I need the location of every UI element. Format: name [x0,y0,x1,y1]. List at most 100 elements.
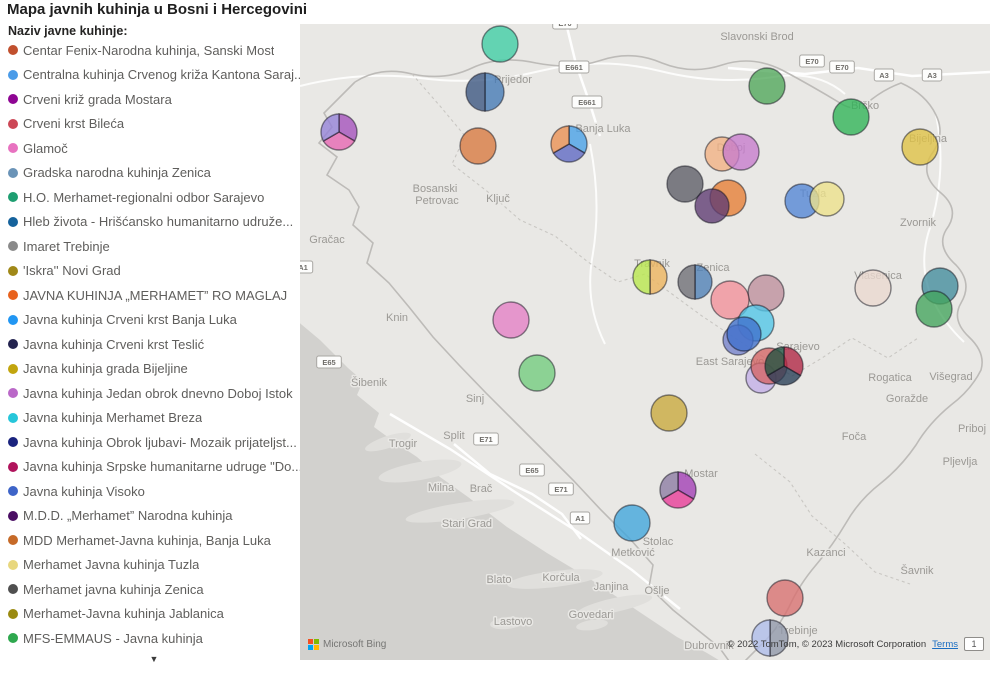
road-badges: E70 E661 E661 E70 E70 A3 A3 A1 E65 E71 E65 E71 A1 [300,24,943,525]
map-bubble[interactable] [809,181,845,217]
map-bubble[interactable] [320,113,358,151]
map-bubble[interactable] [650,394,688,432]
legend-item-label: Merhamet Javna kuhinja Tuzla [23,557,200,573]
map-bubble[interactable] [710,280,750,320]
map-city-label: Slavonski Brod [720,31,793,43]
legend-item-label: Imaret Trebinje [23,238,110,254]
legend-item-label: Centralna kuhinja Crvenog križa Kantona … [23,67,300,83]
road-badge: E71 [548,482,574,496]
map-bubble[interactable] [694,188,730,224]
map-bubble[interactable] [722,133,760,171]
legend-item[interactable]: Merhamet javna kuhinja Zenica [8,577,300,602]
legend-scroll-down-arrow[interactable]: ▼ [149,653,159,664]
map-bubble[interactable] [915,290,953,328]
map-bubble[interactable] [726,316,762,352]
map-city-label: Zvornik [900,217,937,229]
legend-dot [8,94,18,105]
map-city-label: Šibenik [351,376,388,389]
map-bubble[interactable] [901,128,939,166]
legend-item[interactable]: H.O. Merhamet-regionalni odbor Sarajevo [8,185,300,210]
legend-item[interactable]: Centar Fenix-Narodna kuhinja, Sanski Mos… [8,38,300,63]
map-city-label: Ošlje [644,585,669,597]
road-badge: E70 [552,24,578,30]
legend-item[interactable]: MFS-EMMAUS - Javna kuhinja [8,626,300,651]
legend-item-label: Centar Fenix-Narodna kuhinja, Sanski Mos… [23,42,275,58]
map-city-label: Stari Grad [442,518,492,530]
legend-item[interactable]: Gradska narodna kuhinja Zenica [8,161,300,186]
legend-dot [8,339,18,350]
legend-item[interactable]: MDD Merhamet-Javna kuhinja, Banja Luka [8,528,300,553]
terms-link[interactable]: Terms [932,638,958,650]
legend-item[interactable]: 'Iskra'' Novi Grad [8,259,300,284]
legend-item[interactable]: Crveni križ grada Mostara [8,87,300,112]
map-bubble[interactable] [832,98,870,136]
legend-item[interactable]: Imaret Trebinje [8,234,300,259]
road-badge: A3 [921,68,943,82]
legend-item-label: Merhamet-Javna kuhinja Jablanica [23,606,224,622]
legend-item[interactable]: Merhamet-Javna kuhinja Jablanica [8,602,300,627]
legend-dot [8,143,18,154]
legend-item[interactable]: Javna kuhinja Jedan obrok dnevno Doboj I… [8,381,300,406]
map-city-label: Knin [386,312,408,324]
map-scale-box: 1 [964,637,984,651]
map-city-label: Banja Luka [575,123,631,135]
road-badge: A3 [873,68,895,82]
microsoft-bing-logo[interactable]: Microsoft Bing [308,639,386,650]
legend-item[interactable]: Hleb života - Hrišćansko humanitarno udr… [8,210,300,235]
legend-dot [8,412,18,423]
map-bubble[interactable] [481,25,519,63]
legend-item[interactable]: Javna kuhinja Merhamet Breza [8,406,300,431]
map-city-label: Brač [470,483,493,495]
map-bubble[interactable] [666,165,704,203]
legend-item-label: Javna kuhinja Obrok ljubavi- Mozaik prij… [23,434,297,450]
legend-item-label: MDD Merhamet-Javna kuhinja, Banja Luka [23,532,271,548]
map-visual[interactable]: Slavonski Brod Prijedor Banja Luka Bosanski… [300,24,990,660]
legend-item[interactable]: Centralna kuhinja Crvenog križa Kantona … [8,63,300,88]
map-bubble[interactable] [854,269,892,307]
legend-item[interactable]: Javna kuhinja Crveni krst Banja Luka [8,308,300,333]
legend-dot [8,363,18,374]
map-city-label: Janjina [594,581,630,593]
map-bubble[interactable] [459,127,497,165]
map-bubble[interactable] [465,72,505,112]
map-bubble[interactable] [518,354,556,392]
legend-item[interactable]: Javna kuhinja grada Bijeljine [8,357,300,382]
road-badge: E70 [799,54,825,68]
legend-item[interactable]: Crveni krst Bileća [8,112,300,137]
map-bubble[interactable] [751,619,789,657]
legend-item[interactable]: M.D.D. „Merhamet” Narodna kuhinja [8,504,300,529]
map-bubble[interactable] [748,67,786,105]
road-badge: E661 [558,60,590,74]
legend-dot [8,314,18,325]
legend-item[interactable]: Javna kuhinja Obrok ljubavi- Mozaik prij… [8,430,300,455]
map-bubble[interactable] [766,579,804,617]
legend-item-label: 'Iskra'' Novi Grad [23,263,121,279]
legend-item-label: Javna kuhinja Jedan obrok dnevno Doboj I… [23,385,293,401]
svg-text:E65: E65 [322,358,335,367]
map-bubble[interactable] [677,264,713,300]
map-bubble[interactable] [613,504,651,542]
legend-item[interactable]: Javna kuhinja Crveni krst Teslić [8,332,300,357]
map-city-label: Pljevlja [943,456,979,468]
legend-item[interactable]: Javna kuhinja Srpske humanitarne udruge … [8,455,300,480]
map-bubble[interactable] [764,346,804,386]
map-bubble[interactable] [550,125,588,163]
legend-item-label: Crveni križ grada Mostara [23,91,172,107]
legend-dot [8,633,18,644]
legend-item-label: JAVNA KUHINJA „MERHAMET” RO MAGLAJ [23,287,288,303]
legend-item[interactable]: Glamoč [8,136,300,161]
map-city-label: Metković [611,547,655,559]
legend-item[interactable]: Javna kuhinja Visoko [8,479,300,504]
legend-item[interactable]: JAVNA KUHINJA „MERHAMET” RO MAGLAJ [8,283,300,308]
map-city-label: Bosanski [413,183,458,195]
map-bubble[interactable] [492,301,530,339]
map-bubble[interactable] [659,471,697,509]
legend-item[interactable]: Merhamet Javna kuhinja Tuzla [8,553,300,578]
report-title: Mapa javnih kuhinja u Bosni i Hercegovin… [7,1,308,18]
road-badge: A1 [300,260,314,274]
map-city-label: Trogir [389,438,418,450]
map-attribution: © 2022 TomTom, © 2023 Microsoft Corporat… [727,637,984,651]
map-city-label: Petrovac [415,195,459,207]
map-bubble[interactable] [632,259,668,295]
